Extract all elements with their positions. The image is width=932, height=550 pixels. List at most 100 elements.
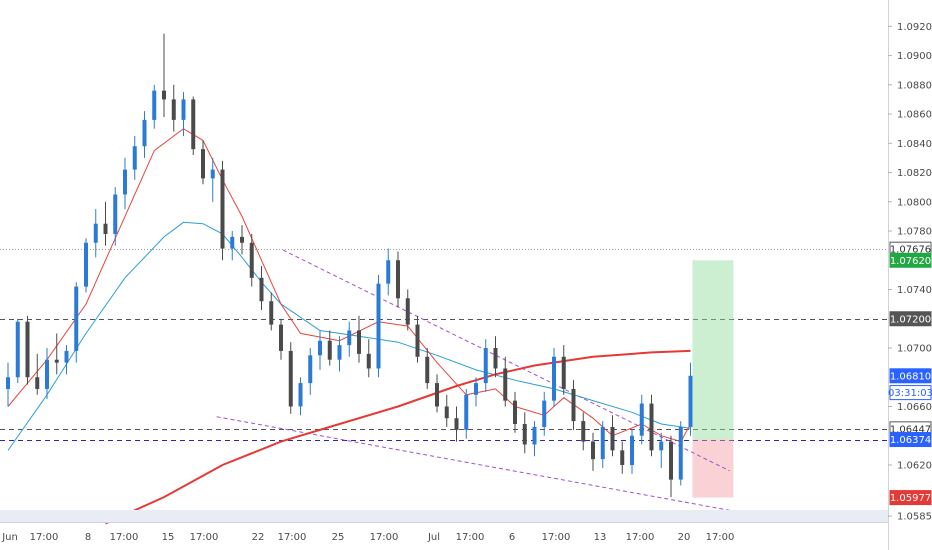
- wedge-trendlines[interactable]: [216, 249, 730, 511]
- upper-wedge-line[interactable]: [282, 249, 730, 472]
- candle-body: [552, 356, 556, 401]
- candle: [435, 374, 439, 413]
- candle-body: [649, 403, 654, 451]
- time-tick-label: 17:00: [30, 532, 59, 543]
- entry-tag-box: [889, 432, 932, 448]
- profit-zone[interactable]: [692, 260, 734, 440]
- candle-body: [659, 441, 664, 451]
- candle: [542, 391, 547, 436]
- candle: [464, 388, 469, 439]
- candle: [298, 377, 303, 416]
- candle-body: [171, 99, 176, 120]
- loss-zone[interactable]: [692, 439, 734, 498]
- price-tick-label: 1.07800: [897, 227, 932, 238]
- countdown-tag-label: 03:31:03: [888, 388, 932, 399]
- price-axis[interactable]: 1.09200 1.09000 1.08800 1.08600 1.08400 1.082…: [888, 22, 932, 523]
- candle-body: [142, 119, 147, 147]
- candle: [513, 391, 517, 433]
- candle: [630, 429, 634, 474]
- resistance-tag-label: 1.07200: [890, 314, 931, 325]
- candle-body: [318, 340, 322, 356]
- support-tag-label: 1.06447: [890, 424, 931, 435]
- time-axis[interactable]: Jun 17:00 8 17:00 15 17:00 22 17:00 25 17:00 Jul 17…: [1, 532, 734, 543]
- candle: [230, 231, 235, 261]
- candle-body: [113, 194, 118, 234]
- candle: [376, 274, 381, 378]
- candle-body: [620, 450, 625, 465]
- resistance-tag-box: [889, 311, 932, 327]
- candle: [327, 330, 332, 366]
- candle-body: [269, 301, 274, 325]
- time-tick-label: 20: [678, 532, 691, 543]
- candle: [279, 318, 283, 360]
- candle-body: [181, 99, 186, 120]
- entry-tag: 1.06374: [889, 432, 932, 448]
- candle-body: [220, 169, 225, 249]
- candle: [532, 421, 537, 457]
- resistance-tag: 1.07200: [889, 311, 932, 327]
- candle-body: [444, 406, 449, 419]
- long-position-tool[interactable]: [692, 260, 734, 498]
- candle: [620, 441, 625, 474]
- candle-body: [152, 90, 157, 120]
- lower-wedge-line[interactable]: [216, 416, 730, 511]
- last-price-tag-box: [889, 368, 932, 384]
- candle: [483, 339, 488, 392]
- candle: [93, 209, 98, 258]
- candle-body: [201, 149, 205, 179]
- candle: [552, 348, 556, 407]
- candle: [444, 394, 449, 427]
- candle: [396, 251, 400, 308]
- candle: [210, 157, 215, 202]
- candle: [220, 160, 225, 261]
- candle-body: [249, 242, 254, 278]
- stop-loss-tag-box: [889, 490, 932, 506]
- time-tick-label: 22: [252, 532, 265, 543]
- candle: [45, 348, 49, 400]
- candle: [25, 315, 30, 385]
- price-tick-label: 1.09200: [897, 22, 932, 33]
- candle: [454, 406, 459, 442]
- candle-body: [639, 403, 644, 436]
- time-tick-label: Jun: [1, 532, 18, 543]
- candle: [162, 33, 166, 117]
- price-tick-label: 1.08400: [897, 139, 932, 150]
- candle: [201, 140, 205, 185]
- candle: [35, 353, 40, 395]
- candle: [678, 421, 683, 486]
- candle: [522, 412, 527, 454]
- time-tick-label: 15: [162, 532, 175, 543]
- last-price-tag: 1.06810: [889, 368, 932, 384]
- time-tick-label: 13: [594, 532, 607, 543]
- high-level-tag-label: 1.07676: [890, 245, 931, 256]
- candle: [688, 362, 693, 436]
- candle: [84, 238, 88, 293]
- candle: [142, 111, 147, 158]
- candle-body: [15, 321, 20, 378]
- candle-body: [259, 277, 264, 302]
- candle-body: [669, 441, 673, 480]
- entry-tag-label: 1.06374: [890, 435, 931, 446]
- candle-body: [35, 377, 40, 389]
- candle-body: [425, 356, 430, 384]
- candle: [318, 330, 322, 370]
- price-tick-label: 1.08000: [897, 197, 932, 208]
- price-tick-label: 1.05850: [897, 512, 932, 523]
- candle-body: [493, 348, 498, 369]
- candle-body: [84, 242, 88, 287]
- candle-body: [45, 359, 49, 389]
- candle-body: [279, 324, 283, 351]
- candle-body: [357, 330, 361, 354]
- time-tick-label: 8: [85, 532, 91, 543]
- time-tick-label: 17:00: [110, 532, 139, 543]
- time-tick-label: 17:00: [190, 532, 219, 543]
- candle-body: [64, 350, 69, 363]
- price-tick-label: 1.07000: [897, 344, 932, 355]
- candle: [181, 92, 186, 136]
- candle-body: [298, 383, 303, 407]
- candle: [503, 356, 508, 407]
- candle-body: [503, 368, 508, 401]
- candle: [405, 289, 410, 331]
